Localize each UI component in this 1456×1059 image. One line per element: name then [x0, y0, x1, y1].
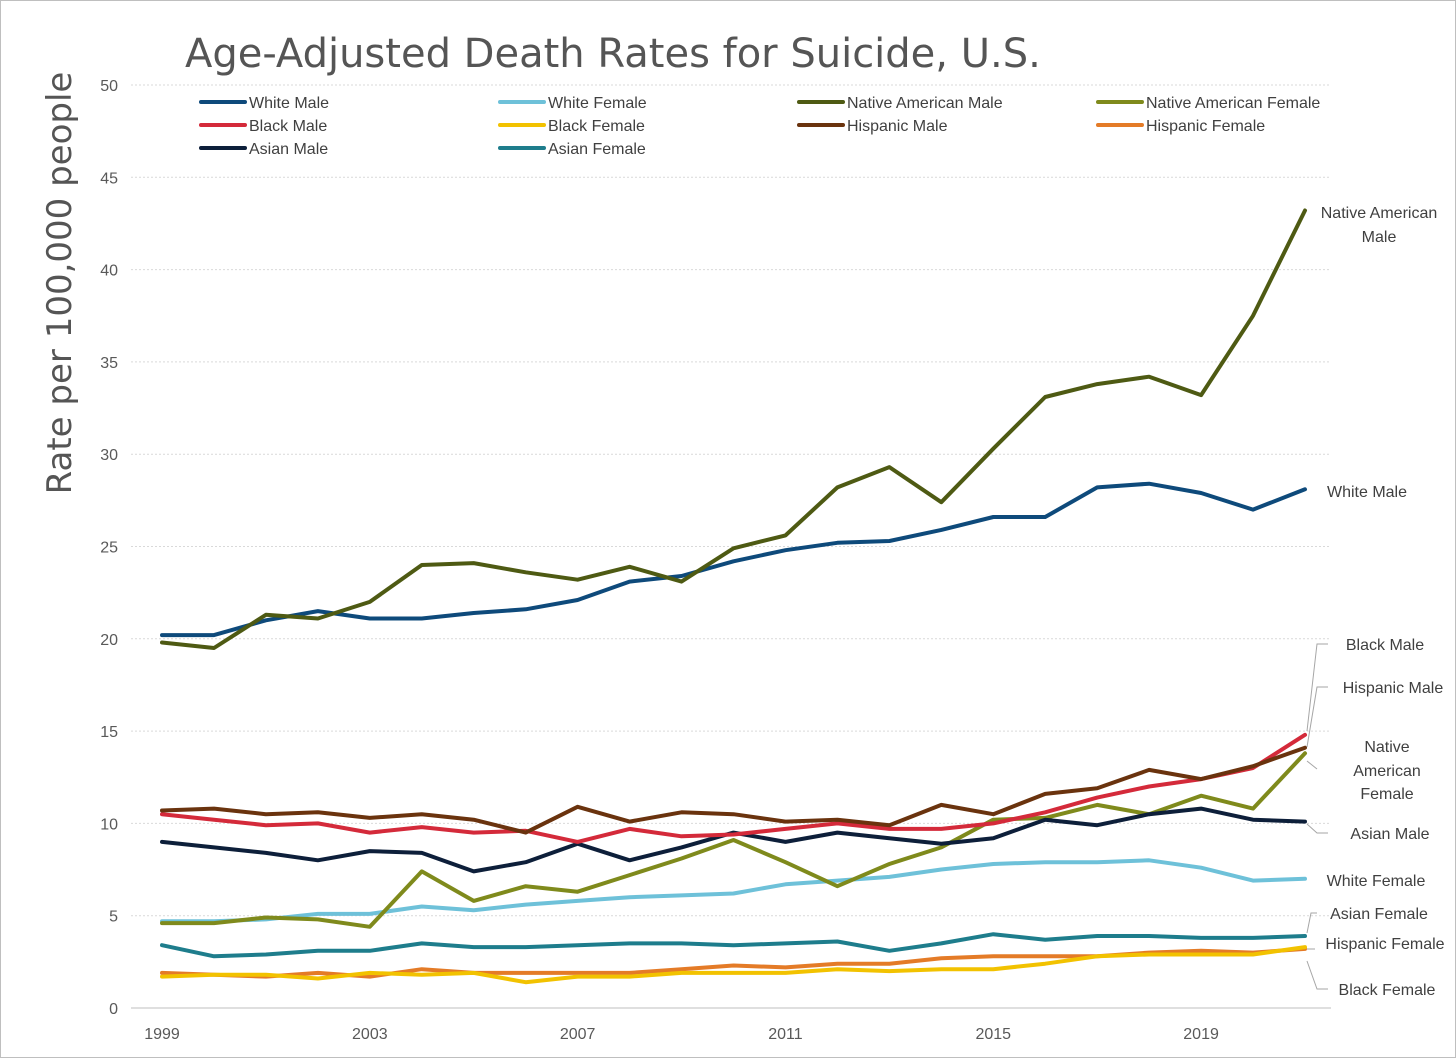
legend-label: Native American Male: [847, 95, 1003, 112]
end-label-hispanic-male: Hispanic Male: [1306, 680, 1444, 748]
end-label-native-american-female: Native American Female: [1306, 739, 1421, 803]
y-tick-label: 30: [100, 447, 118, 464]
end-label-text: Male: [1362, 229, 1397, 246]
legend-item-hispanic-male: Hispanic Male: [797, 118, 948, 135]
legend-label: White Female: [548, 95, 647, 112]
end-label-black-male: Black Male: [1306, 637, 1424, 732]
series-line-black-male: [160, 732, 1307, 844]
legend-item-native-american-male: Native American Male: [797, 95, 1003, 112]
x-tick-label: 2011: [768, 1026, 803, 1043]
legend-item-hispanic-female: Hispanic Female: [1096, 118, 1265, 135]
end-label-hispanic-female: Hispanic Female: [1307, 936, 1445, 953]
end-label-text: Hispanic Female: [1325, 936, 1444, 953]
y-tick-label: 20: [100, 632, 118, 649]
series-line-black-female: [160, 945, 1307, 985]
legend-item-black-male: Black Male: [199, 118, 327, 135]
end-label-text: Asian Female: [1330, 906, 1428, 923]
legend-label: Black Female: [548, 118, 645, 135]
chart-title: Age-Adjusted Death Rates for Suicide, U.…: [185, 31, 1041, 77]
end-label-asian-female: Asian Female: [1306, 906, 1428, 934]
y-tick-label: 5: [109, 909, 118, 926]
end-labels: White Male White Female Native American Mal…: [1306, 205, 1445, 999]
legend-item-native-american-female: Native American Female: [1096, 95, 1320, 112]
label-leader-line: [1306, 912, 1317, 934]
series-line-native-american-female: [160, 751, 1307, 929]
x-tick-label: 1999: [144, 1026, 180, 1043]
x-tick-label: 2015: [975, 1026, 1011, 1043]
end-label-black-female: Black Female: [1306, 960, 1436, 999]
legend-item-black-female: Black Female: [498, 118, 645, 135]
legend: White Male White Female Native American Ma…: [199, 95, 1320, 158]
series-line-hispanic-male: [160, 745, 1307, 835]
series-line-white-female: [160, 858, 1307, 924]
legend-label: White Male: [249, 95, 329, 112]
legend-label: Asian Male: [249, 141, 328, 158]
y-tick-label: 25: [100, 540, 118, 557]
end-label-text: White Male: [1327, 484, 1407, 501]
end-label-text: American: [1353, 763, 1421, 780]
x-tick-label: 2019: [1183, 1026, 1219, 1043]
series-line-native-american-male: [160, 208, 1307, 650]
end-label-text: Native American: [1321, 205, 1438, 222]
legend-label: Asian Female: [548, 141, 646, 158]
end-label-text: Hispanic Male: [1343, 680, 1444, 697]
y-tick-label: 50: [100, 78, 118, 95]
y-tick-label: 45: [100, 170, 118, 187]
axes: 0 5 10 15 20 25 30 35 40 45 50 1999 2003 2007 2011 2015…: [100, 78, 1331, 1043]
end-label-text: White Female: [1327, 873, 1426, 890]
end-label-white-male: White Male: [1327, 484, 1407, 501]
x-tick-label: 2003: [352, 1026, 388, 1043]
legend-item-asian-male: Asian Male: [199, 141, 328, 158]
label-leader-line: [1306, 960, 1328, 990]
y-axis-label: Rate per 100,000 people: [40, 72, 80, 495]
end-label-text: Native: [1364, 739, 1409, 756]
series-line-asian-female: [160, 932, 1307, 959]
legend-item-white-female: White Female: [498, 95, 647, 112]
series-line-white-male: [160, 481, 1307, 638]
legend-label: Hispanic Male: [847, 118, 948, 135]
end-label-white-female: White Female: [1327, 873, 1426, 890]
y-tick-label: 35: [100, 355, 118, 372]
label-leader-line: [1306, 686, 1328, 748]
y-tick-label: 40: [100, 263, 118, 280]
end-label-text: Black Male: [1346, 637, 1424, 654]
legend-item-white-male: White Male: [199, 95, 329, 112]
label-leader-line: [1306, 823, 1328, 834]
label-leader-line: [1306, 760, 1318, 770]
y-tick-label: 10: [100, 816, 118, 833]
gridlines: [131, 84, 1331, 917]
end-label-asian-male: Asian Male: [1306, 823, 1430, 843]
legend-label: Native American Female: [1146, 95, 1320, 112]
end-label-native-american-male: Native American Male: [1321, 205, 1438, 246]
x-tick-label: 2007: [560, 1026, 596, 1043]
legend-label: Hispanic Female: [1146, 118, 1265, 135]
end-label-text: Female: [1360, 786, 1413, 803]
y-tick-label: 0: [109, 1001, 118, 1018]
label-leader-line: [1306, 643, 1328, 732]
end-label-text: Black Female: [1339, 982, 1436, 999]
end-label-text: Asian Male: [1350, 826, 1429, 843]
y-tick-label: 15: [100, 724, 118, 741]
legend-item-asian-female: Asian Female: [498, 141, 646, 158]
legend-label: Black Male: [249, 118, 327, 135]
series-lines: [160, 208, 1307, 985]
